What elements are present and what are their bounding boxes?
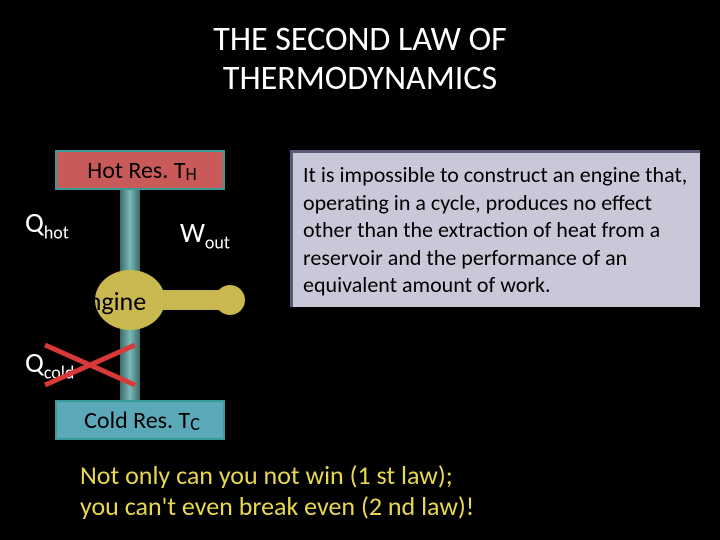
q-hot-label: Qhot [25,205,69,244]
title-line-1: THE SECOND LAW OF [213,19,506,60]
q-cold-symbol: Q [25,345,44,380]
q-hot-sub: hot [44,222,69,244]
w-out-sub: out [205,232,230,254]
footer-line-1: Not only can you not win (1 st law); [80,459,453,491]
hot-reservoir: Hot Res. TH [55,150,225,190]
q-cold-sub: cold [44,362,75,384]
q-cold-label: Qcold [25,345,74,384]
w-out-symbol: W [180,215,205,250]
hot-reservoir-label: Hot Res. T [87,156,185,185]
engine-label: Engine [75,285,146,317]
q-hot-symbol: Q [25,205,44,240]
footer-line-2: you can't even break even (2 nd law)! [80,490,474,522]
cold-reservoir-label: Cold Res. T [84,406,190,435]
engine-output-arm [160,290,220,310]
heat-engine-diagram: Hot Res. TH Engine Cold Res. TC Qhot Qco… [30,150,270,440]
hot-reservoir-sub: H [185,163,196,188]
kelvin-planck-statement: It is impossible to construct an engine … [290,150,700,307]
title-line-2: THERMODYNAMICS [223,58,497,99]
cold-reservoir-sub: C [190,413,200,438]
engine-output-knob [215,285,245,315]
cold-reservoir: Cold Res. TC [55,400,225,440]
pipe-hot-to-engine [120,190,140,275]
w-out-label: Wout [180,215,230,254]
page-title: THE SECOND LAW OF THERMODYNAMICS [0,20,720,98]
pipe-engine-to-cold [120,325,140,403]
footer-remark: Not only can you not win (1 st law); you… [80,460,680,522]
